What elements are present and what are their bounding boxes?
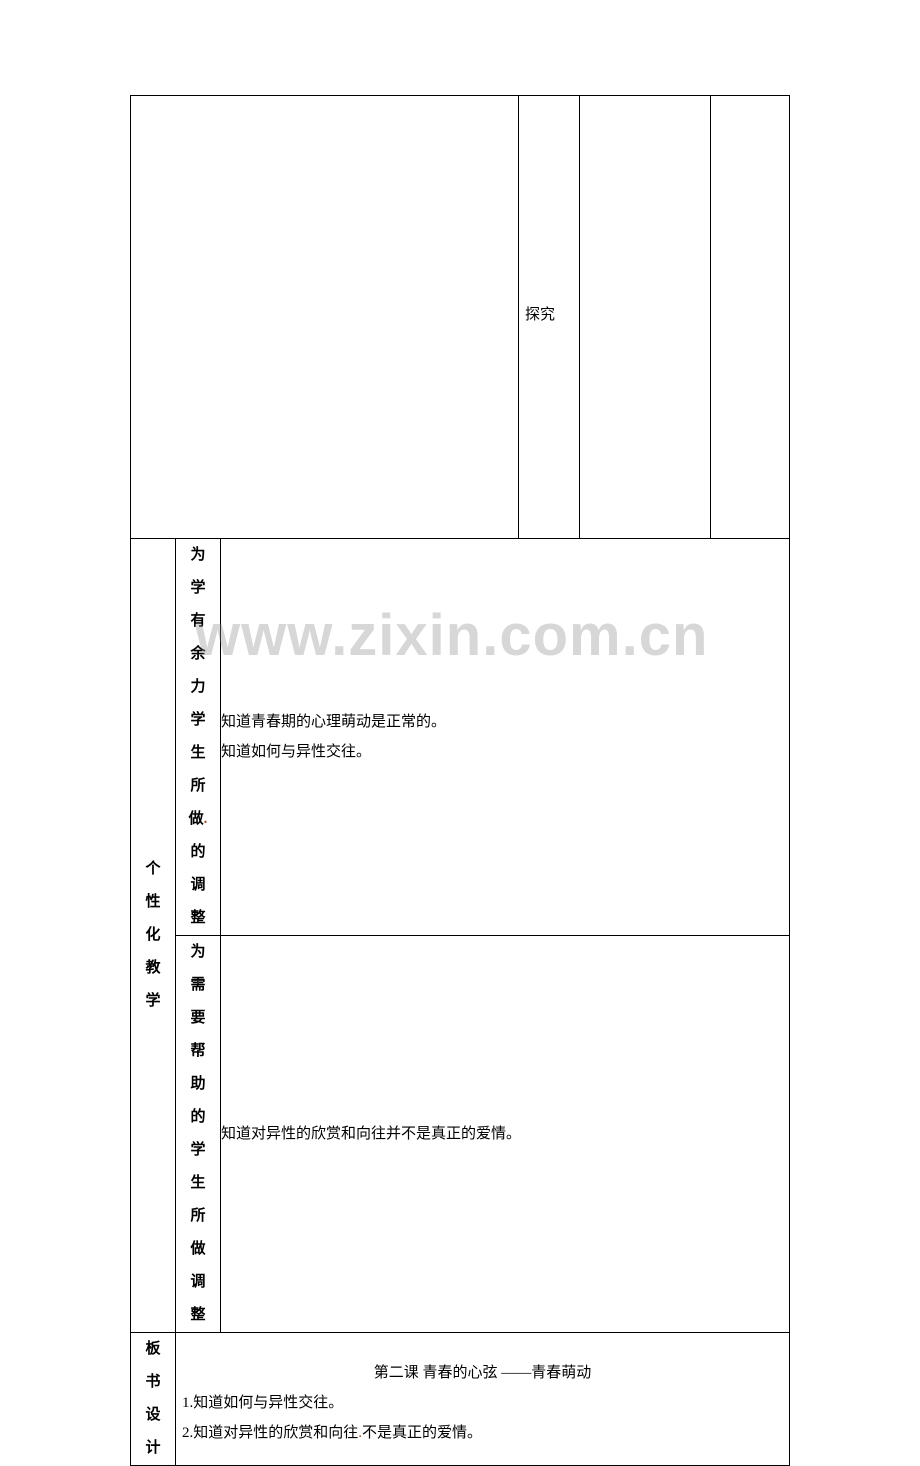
content-line: 1.知道如何与异性交往。 [176,1388,789,1418]
top-mid-cell [580,96,711,539]
probe-text: 探究 [519,303,579,332]
lesson-title: 第二课 青春的心弦 ——青春萌动 [176,1351,789,1388]
section-label-banshu: 板 书 设 计 [131,1333,176,1466]
content-banshu: 第二课 青春的心弦 ——青春萌动 1.知道如何与异性交往。 2.知道对异性的欣赏… [176,1333,790,1466]
section-label-gexinghua: 个 性 化 教 学 [131,539,176,1333]
table-row: 板 书 设 计 第二课 青春的心弦 ——青春萌动 1.知道如何与异性交往。 2.… [131,1333,790,1466]
dot-icon: . [204,811,208,827]
content-line: 知道如何与异性交往。 [221,737,789,767]
table-row: 个 性 化 教 学 为 学 有 余 力 学 生 所 做. 的 调 整 知 [131,539,790,936]
sub-label-help: 为 需 要 帮 助 的 学 生 所 做 调 整 [176,936,221,1333]
content-line: 2.知道对异性的欣赏和向往.不是真正的爱情。 [176,1418,789,1448]
table-row: 探究 [131,96,790,539]
content-help: 知道对异性的欣赏和向往并不是真正的爱情。 [221,936,790,1333]
table-row: 为 需 要 帮 助 的 学 生 所 做 调 整 知道对异性的欣赏和向往并不是真正… [131,936,790,1333]
sub-label-advanced: 为 学 有 余 力 学 生 所 做. 的 调 整 [176,539,221,936]
top-right-cell [711,96,790,539]
top-probe-cell: 探究 [519,96,580,539]
top-left-cell [131,96,519,539]
content-advanced: 知道青春期的心理萌动是正常的。 知道如何与异性交往。 [221,539,790,936]
content-line: 知道青春期的心理萌动是正常的。 [221,707,789,737]
content-line: 知道对异性的欣赏和向往并不是真正的爱情。 [221,1119,789,1149]
lesson-plan-table: 探究 个 性 化 教 学 为 学 有 余 力 [130,95,790,1466]
